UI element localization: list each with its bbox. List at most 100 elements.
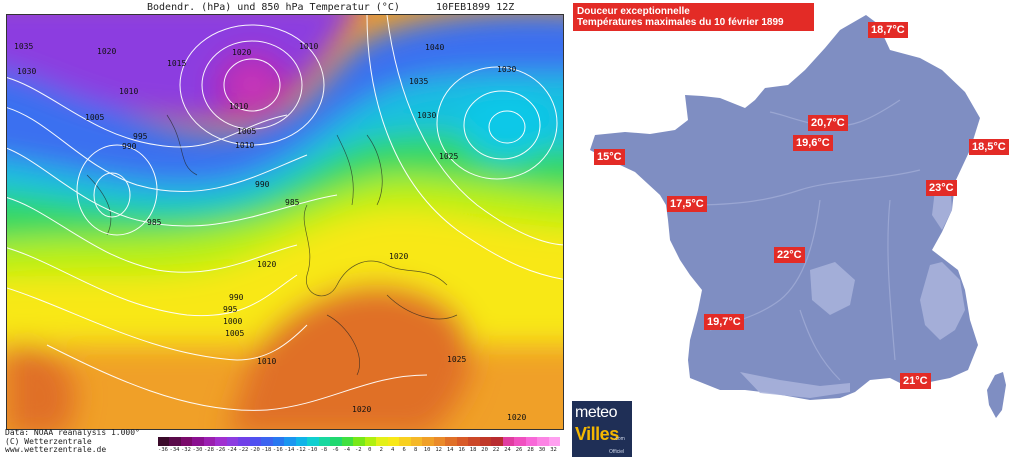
colorbar-tick-label: -2 bbox=[354, 447, 362, 453]
isobar-label: 1020 bbox=[389, 252, 409, 261]
colorbar-swatch bbox=[410, 437, 423, 446]
colorbar-swatch bbox=[330, 437, 343, 446]
colorbar-swatch bbox=[158, 437, 170, 446]
colorbar-swatch bbox=[353, 437, 366, 446]
reanalysis-panel: Bodendr. (hPa) und 850 hPa Temperatur (°… bbox=[0, 1, 570, 455]
isobar-label: 1010 bbox=[229, 102, 249, 111]
colorbar-swatch bbox=[215, 437, 228, 446]
colorbar-swatch bbox=[238, 437, 251, 446]
colorbar-tick-label: -24 bbox=[226, 447, 237, 453]
credit-line: (C) Wetterzentrale bbox=[5, 436, 92, 446]
colorbar-tick-label: -10 bbox=[307, 447, 318, 453]
temp-label-strasbourg: 18,5°C bbox=[969, 139, 1009, 155]
temp-label-beauvais: 20,7°C bbox=[808, 115, 848, 131]
colorbar-tick-label: -18 bbox=[261, 447, 272, 453]
isobar-label: 995 bbox=[223, 305, 238, 314]
colorbar-swatch bbox=[169, 437, 182, 446]
colorbar-tick-label: -14 bbox=[284, 447, 295, 453]
isobar-label: 1030 bbox=[417, 111, 437, 120]
isobar-label: 1020 bbox=[232, 48, 252, 57]
isobar-label: 995 bbox=[133, 132, 148, 141]
rivers bbox=[689, 99, 921, 381]
isobar-label: 1020 bbox=[257, 260, 277, 269]
colorbar-swatch bbox=[479, 437, 492, 446]
isobar-label: 990 bbox=[122, 142, 137, 151]
colorbar-swatch bbox=[514, 437, 527, 446]
isobar-label: 990 bbox=[255, 180, 270, 189]
credit-line: Data: NOAA reanalysis 1.000° bbox=[5, 428, 140, 437]
colorbar-tick-label: -16 bbox=[272, 447, 283, 453]
colorbar-tick-label: -12 bbox=[295, 447, 306, 453]
colorbar-swatch bbox=[525, 437, 538, 446]
temp-label-paris: 19,6°C bbox=[793, 135, 833, 151]
colorbar-swatch bbox=[307, 437, 320, 446]
colorbar-swatch bbox=[249, 437, 262, 446]
colorbar-swatch bbox=[422, 437, 435, 446]
colorbar-swatch bbox=[399, 437, 412, 446]
logo-line-3: .com bbox=[614, 436, 625, 442]
colorbar-tick-label: 8 bbox=[414, 447, 418, 453]
isobar-label: 1035 bbox=[409, 77, 429, 86]
colorbar-swatch bbox=[192, 437, 205, 446]
colorbar-tick-label: -30 bbox=[192, 447, 203, 453]
colorbar-tick-label: 14 bbox=[446, 447, 454, 453]
colorbar-tick-label: -32 bbox=[181, 447, 191, 453]
colorbar-tick-label: 30 bbox=[538, 447, 546, 453]
colorbar-tick-label: -4 bbox=[343, 447, 351, 453]
isobar-label: 1025 bbox=[447, 355, 467, 364]
colorbar-swatch bbox=[284, 437, 297, 446]
isobar-label: 1005 bbox=[237, 127, 257, 136]
colorbar-tick-label: -26 bbox=[215, 447, 226, 453]
temp-label-north-coast: 18,7°C bbox=[868, 22, 908, 38]
colorbar-tick-label: 32 bbox=[550, 447, 557, 453]
headline-line-1: Douceur exceptionnelle bbox=[577, 6, 690, 17]
corsica bbox=[987, 372, 1006, 418]
colorbar-swatch bbox=[364, 437, 377, 446]
colorbar-swatch bbox=[318, 437, 331, 446]
colorbar-tick-label: 24 bbox=[504, 447, 511, 453]
colorbar-swatch bbox=[180, 437, 193, 446]
colorbar-swatch bbox=[272, 437, 285, 446]
credit-line: www.wetterzentrale.de bbox=[5, 445, 107, 454]
colorbar-tick-label: 20 bbox=[481, 447, 488, 453]
isobar-label: 1015 bbox=[167, 59, 187, 68]
colorbar-swatch bbox=[433, 437, 446, 446]
map-headline: Douceur exceptionnelle Températures maxi… bbox=[573, 3, 814, 31]
temp-label-centre: 22°C bbox=[774, 247, 805, 263]
colorbar-tick-label: 16 bbox=[458, 447, 465, 453]
pressure-temperature-map: 1035 1030 1015 1010 1005 995 990 1020 1010 1020 10… bbox=[6, 14, 564, 430]
colorbar-tick-label: -8 bbox=[320, 447, 328, 453]
logo-line-2: Villes bbox=[575, 424, 619, 444]
colorbar-tick-label: 22 bbox=[492, 447, 500, 453]
colorbar-swatch bbox=[491, 437, 504, 446]
colorbar-swatch bbox=[548, 437, 561, 446]
colorbar-tick-label: -28 bbox=[203, 447, 214, 453]
colorbar-swatch bbox=[445, 437, 458, 446]
colorbar-swatch bbox=[261, 437, 274, 446]
temperature-field bbox=[7, 15, 563, 429]
colorbar-tick-label: 28 bbox=[527, 447, 534, 453]
isobar-label: 1000 bbox=[223, 317, 243, 326]
isobar-label: 1005 bbox=[85, 113, 105, 122]
colorbar-tick-label: -20 bbox=[249, 447, 260, 453]
colorbar-tick-label: -36 bbox=[158, 447, 168, 453]
reanalysis-date: 10FEB1899 12Z bbox=[436, 2, 515, 13]
isobar-label: 1010 bbox=[235, 141, 255, 150]
isobar-label: 1010 bbox=[257, 357, 277, 366]
isobar-label: 1010 bbox=[299, 42, 319, 51]
isobar-label: 1035 bbox=[14, 42, 34, 51]
france-panel: Douceur exceptionnelle Températures maxi… bbox=[570, 0, 1023, 466]
temp-label-marseille: 21°C bbox=[900, 373, 931, 389]
isobar-label: 1040 bbox=[425, 43, 445, 52]
isobar-label: 985 bbox=[147, 218, 162, 227]
colorbar-swatch bbox=[468, 437, 481, 446]
colorbar-swatch bbox=[203, 437, 216, 446]
colorbar-swatch bbox=[387, 437, 400, 446]
colorbar-tick-label: 10 bbox=[423, 447, 431, 453]
temperature-colorbar: -36 -34 -32 -30 -28 -26 -24 -22 -20 -18 -16 -14 -12-… bbox=[158, 437, 561, 455]
isobar-label: 1010 bbox=[119, 87, 139, 96]
colorbar-tick-label: 12 bbox=[435, 447, 442, 453]
reanalysis-title-bar: Bodendr. (hPa) und 850 hPa Temperatur (°… bbox=[0, 1, 570, 15]
headline-line-2: Températures maximales du 10 février 189… bbox=[577, 17, 784, 28]
isobar-label: 985 bbox=[285, 198, 300, 207]
